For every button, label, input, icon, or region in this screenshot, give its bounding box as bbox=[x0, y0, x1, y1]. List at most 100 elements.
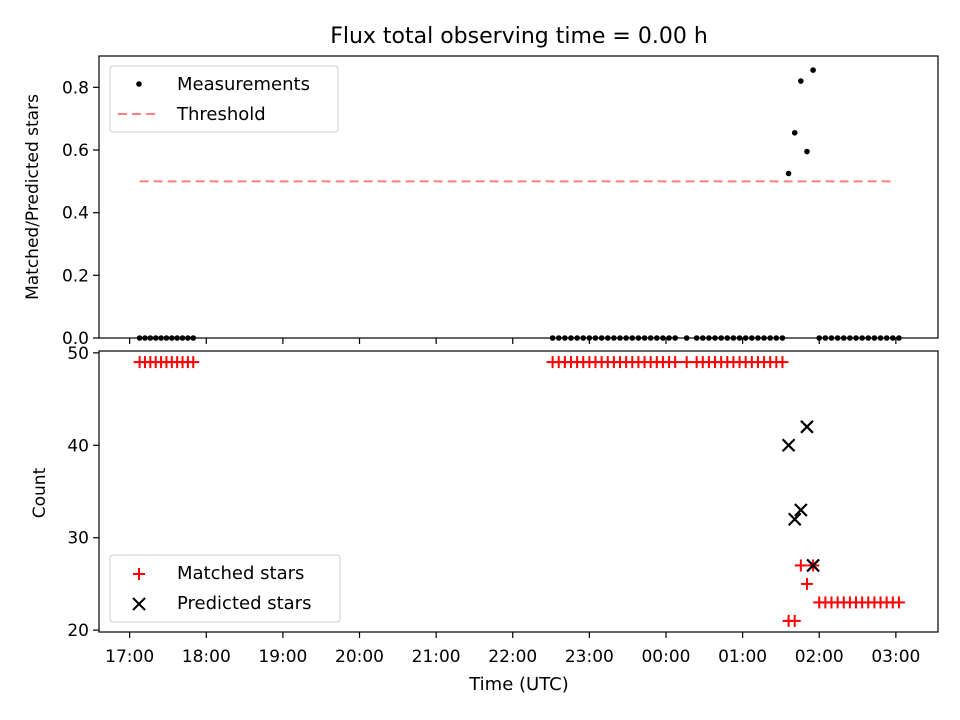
matched-star-point bbox=[892, 596, 905, 609]
measurement-point bbox=[883, 335, 890, 341]
legend-predicted-stars-label: Predicted stars bbox=[177, 593, 311, 614]
x-tick-label: 02:00 bbox=[795, 647, 844, 667]
top-y-tick-label: 0.0 bbox=[62, 329, 89, 349]
measurement-point bbox=[699, 335, 706, 341]
bottom-panel: 20 30 40 50 17:00 18:00 19:00 20:00 21:00 22:00 2… bbox=[30, 344, 939, 695]
bottom-y-tick-label: 40 bbox=[67, 436, 89, 456]
bottom-y-axis-label: Count bbox=[30, 467, 50, 518]
measurement-point bbox=[724, 335, 731, 341]
measurement-point bbox=[761, 335, 767, 341]
x-tick-label: 18:00 bbox=[182, 647, 231, 667]
measurement-point bbox=[877, 335, 884, 341]
x-axis-label: Time (UTC) bbox=[468, 674, 569, 695]
measurement-point bbox=[179, 335, 186, 341]
matched-star-point bbox=[800, 577, 813, 590]
measurement-point bbox=[865, 335, 872, 341]
top-y-axis-ticks: 0.0 0.2 0.4 0.6 0.8 bbox=[62, 78, 99, 349]
measurement-point bbox=[660, 335, 666, 341]
measurement-point bbox=[562, 335, 568, 341]
x-tick-label: 17:00 bbox=[105, 647, 154, 667]
measurement-point bbox=[604, 335, 611, 341]
x-tick-label: 03:00 bbox=[871, 647, 920, 667]
top-panel-frame bbox=[98, 55, 939, 339]
measurement-point bbox=[549, 335, 556, 341]
measurement-point bbox=[798, 78, 804, 84]
top-y-tick-label: 0.6 bbox=[62, 141, 89, 161]
predicted-stars-points bbox=[781, 420, 820, 573]
measurement-point bbox=[730, 335, 737, 341]
measurement-point bbox=[611, 335, 617, 341]
measurement-point bbox=[828, 335, 835, 341]
top-legend: Measurements Threshold bbox=[109, 65, 339, 133]
x-tick-label: 00:00 bbox=[641, 647, 690, 667]
measurement-point bbox=[672, 335, 678, 341]
measurement-point bbox=[718, 335, 724, 341]
measurement-point bbox=[785, 170, 792, 177]
measurement-point bbox=[623, 335, 629, 341]
measurement-point bbox=[755, 335, 761, 341]
matched-star-point bbox=[788, 614, 801, 627]
top-y-tick-label: 0.2 bbox=[62, 266, 89, 286]
bottom-panel-frame bbox=[98, 350, 939, 633]
predicted-star-stroke-b bbox=[787, 512, 802, 527]
measurement-point bbox=[666, 335, 672, 341]
measurement-point bbox=[555, 335, 562, 341]
measurement-point bbox=[810, 67, 816, 73]
x-tick-label: 21:00 bbox=[412, 647, 461, 667]
top-panel: 0.00.20.40.60.8 Matched/Predicted stars … bbox=[23, 55, 939, 349]
measurement-point bbox=[142, 335, 148, 341]
measurement-point bbox=[641, 335, 648, 341]
measurement-point bbox=[853, 335, 859, 341]
measurement-point bbox=[158, 335, 164, 341]
measurement-point bbox=[871, 335, 878, 341]
measurement-point bbox=[779, 335, 786, 341]
measurement-point bbox=[822, 335, 829, 341]
measurement-point bbox=[190, 335, 197, 341]
legend-measurements-marker bbox=[136, 81, 142, 87]
measurement-point bbox=[185, 335, 191, 341]
measurement-point bbox=[767, 335, 773, 341]
measurement-point bbox=[580, 335, 587, 341]
measurement-point bbox=[629, 335, 636, 341]
top-y-tick-label: 0.4 bbox=[62, 204, 89, 224]
predicted-star-point bbox=[800, 420, 814, 434]
measurement-point bbox=[654, 335, 660, 341]
measurement-point bbox=[152, 335, 159, 341]
predicted-star-stroke-b bbox=[781, 438, 796, 453]
x-tick-label: 23:00 bbox=[565, 647, 614, 667]
measurement-point bbox=[804, 148, 810, 155]
measurement-point bbox=[617, 335, 623, 341]
matched-star-point bbox=[669, 356, 682, 369]
measurement-point bbox=[147, 335, 154, 341]
bottom-x-axis-ticks: 17:00 18:00 19:00 20:00 21:00 22:00 23:00 00:00… bbox=[105, 632, 920, 667]
bottom-y-tick-label: 50 bbox=[67, 344, 89, 364]
measurement-point bbox=[859, 335, 865, 341]
measurement-point bbox=[749, 335, 755, 341]
measurement-point bbox=[896, 335, 902, 341]
measurement-point bbox=[847, 335, 853, 341]
measurement-point bbox=[136, 335, 143, 341]
measurement-point bbox=[598, 335, 605, 341]
x-tick-label: 19:00 bbox=[258, 647, 307, 667]
legend-matched-stars-label: Matched stars bbox=[177, 563, 304, 584]
measurement-point bbox=[693, 335, 700, 341]
measurement-point bbox=[742, 335, 749, 341]
measurement-point bbox=[168, 335, 175, 341]
measurement-point bbox=[706, 335, 712, 341]
measurement-point bbox=[592, 335, 599, 341]
bottom-y-tick-label: 20 bbox=[67, 621, 89, 641]
x-tick-label: 01:00 bbox=[718, 647, 767, 667]
measurement-point bbox=[174, 335, 180, 341]
bottom-y-axis-ticks: 20 30 40 50 bbox=[67, 344, 99, 641]
measurement-point bbox=[635, 335, 642, 341]
measurements-points bbox=[136, 67, 902, 341]
bottom-legend: Matched stars Predicted stars bbox=[109, 554, 341, 623]
top-y-axis-label: Matched/Predicted stars bbox=[23, 94, 43, 300]
predicted-star-point bbox=[794, 503, 808, 517]
top-legend-box bbox=[109, 65, 339, 133]
measurement-point bbox=[840, 335, 847, 341]
predicted-star-stroke-b bbox=[794, 503, 808, 517]
matched-star-point bbox=[794, 559, 807, 572]
measurement-point bbox=[574, 335, 580, 341]
measurement-point bbox=[834, 335, 841, 341]
